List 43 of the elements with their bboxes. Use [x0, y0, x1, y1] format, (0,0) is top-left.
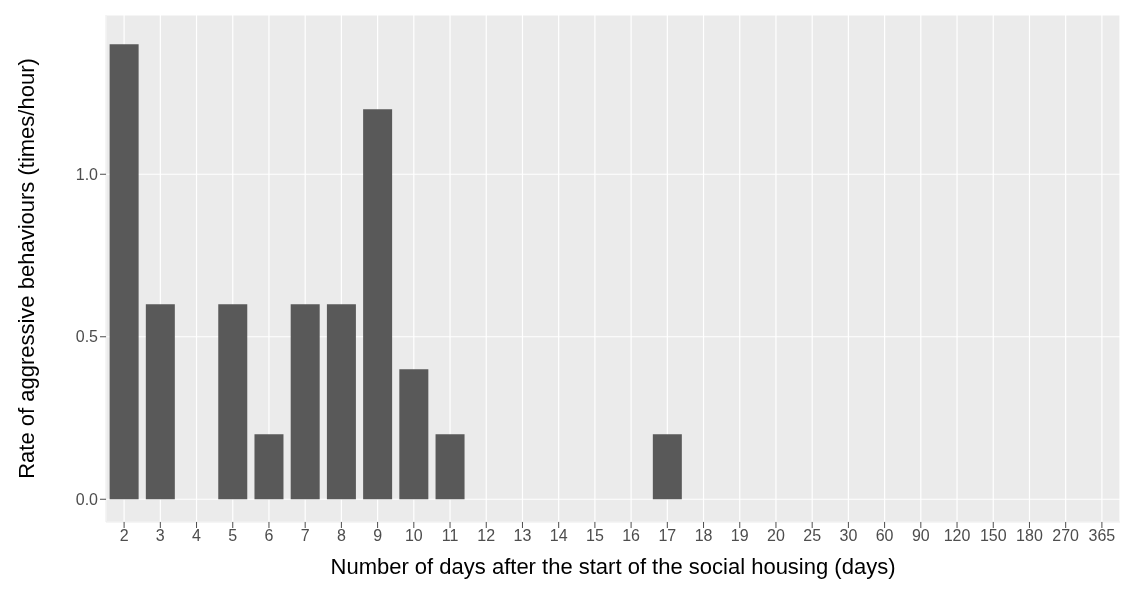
x-tick-label: 3: [155, 527, 165, 545]
x-tick-label: 10: [404, 527, 423, 545]
bar: [254, 434, 284, 500]
x-tick-label: 180: [1016, 527, 1043, 545]
bar: [326, 304, 356, 500]
bar: [652, 434, 682, 500]
bar: [363, 109, 393, 500]
x-tick-label: 16: [622, 527, 641, 545]
bar: [435, 434, 465, 500]
x-tick-label: 150: [979, 527, 1007, 545]
y-axis-title: Rate of aggressive behaviours (times/hour): [13, 58, 39, 479]
x-tick-label: 120: [943, 527, 971, 545]
y-tick-label: 0.0: [75, 490, 99, 508]
bar: [145, 304, 175, 500]
x-tick-label: 8: [336, 527, 346, 545]
x-tick-label: 13: [513, 527, 532, 545]
y-tick-label: 1.0: [75, 165, 99, 183]
bar: [399, 369, 429, 500]
x-tick-label: 30: [839, 527, 858, 545]
x-axis-title: Number of days after the start of the social housing (days): [330, 554, 896, 579]
x-tick-label: 60: [875, 527, 894, 545]
x-tick-label: 9: [373, 527, 383, 545]
x-tick-label: 5: [228, 527, 238, 545]
x-tick-label: 12: [477, 527, 496, 545]
bar: [218, 304, 248, 500]
x-tick-label: 25: [803, 527, 822, 545]
x-tick-label: 2: [119, 527, 129, 545]
x-tick-label: 20: [767, 527, 785, 545]
x-tick-label: 19: [730, 527, 749, 545]
x-tick-label: 18: [694, 527, 713, 545]
x-tick-label: 17: [658, 527, 677, 545]
x-tick-label: 365: [1088, 527, 1116, 545]
x-tick-label: 270: [1052, 527, 1080, 545]
y-tick-label: 0.5: [75, 328, 99, 346]
x-tick-label: 4: [192, 527, 202, 545]
bar: [290, 304, 320, 500]
x-tick-label: 14: [549, 527, 568, 545]
x-tick-label: 15: [585, 527, 604, 545]
x-tick-label: 7: [300, 527, 310, 545]
x-tick-label: 90: [911, 527, 930, 545]
x-tick-label: 6: [264, 527, 274, 545]
bar: [109, 44, 139, 500]
x-tick-label: 11: [441, 527, 459, 545]
